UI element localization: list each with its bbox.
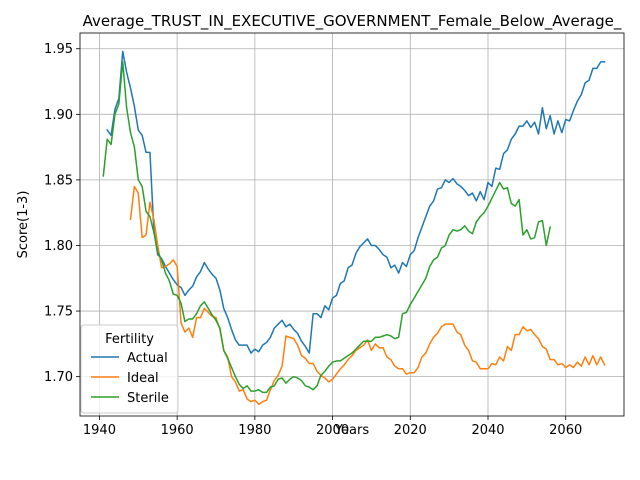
series-line-sterile <box>102 61 552 394</box>
series-group <box>102 50 606 405</box>
legend-label-actual: Actual <box>127 351 168 366</box>
x-tick-label: 1940 <box>83 423 116 438</box>
x-tick-label: 1980 <box>238 423 271 438</box>
x-tick-label: 1960 <box>161 423 194 438</box>
legend-box <box>80 324 179 414</box>
x-tick-label: 2020 <box>394 423 427 438</box>
plot-frame <box>79 32 625 417</box>
series-line-actual <box>106 50 606 354</box>
x-axis-label: Years <box>334 423 370 438</box>
y-tick-label: 1.85 <box>44 173 73 188</box>
y-tick-label: 1.70 <box>44 370 73 385</box>
legend-items: Actual Ideal Sterile <box>91 351 169 406</box>
y-axis-label: Score(1-3) <box>16 191 31 259</box>
legend: Fertility Actual Ideal Sterile <box>80 324 179 414</box>
chart-title: Average_TRUST_IN_EXECUTIVE_GOVERNMENT_Fe… <box>83 12 622 31</box>
y-tick-label: 1.95 <box>44 42 73 57</box>
y-tick-label: 1.90 <box>44 108 73 123</box>
x-tick-label: 2000 <box>316 423 349 438</box>
legend-label-sterile: Sterile <box>127 391 169 406</box>
x-tick-label: 2040 <box>471 423 504 438</box>
x-tick-label: 2060 <box>549 423 582 438</box>
legend-label-ideal: Ideal <box>127 371 159 386</box>
legend-title: Fertility <box>105 332 154 347</box>
y-tick-label: 1.80 <box>44 239 73 254</box>
y-tick-label: 1.75 <box>44 305 73 320</box>
axis-ticks: 1940 1960 1980 2000 2020 2040 2060 1.70 1.75 1.80… <box>44 42 582 438</box>
series-line-ideal <box>129 185 606 405</box>
